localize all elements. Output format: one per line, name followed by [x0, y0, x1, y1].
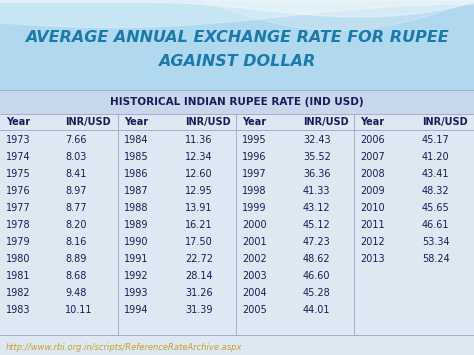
Text: 2007: 2007: [360, 152, 385, 162]
Text: 35.52: 35.52: [303, 152, 331, 162]
Text: 1986: 1986: [124, 169, 148, 179]
Text: 45.28: 45.28: [303, 288, 331, 298]
Text: 8.68: 8.68: [65, 271, 86, 281]
Text: AGAINST DOLLAR: AGAINST DOLLAR: [158, 55, 316, 70]
Text: 1998: 1998: [242, 186, 266, 196]
Text: Year: Year: [6, 117, 30, 127]
Text: 17.50: 17.50: [185, 237, 213, 247]
Text: HISTORICAL INDIAN RUPEE RATE (IND USD): HISTORICAL INDIAN RUPEE RATE (IND USD): [110, 97, 364, 107]
Text: 22.72: 22.72: [185, 254, 213, 264]
Text: 1973: 1973: [6, 135, 31, 145]
Text: 1997: 1997: [242, 169, 266, 179]
Text: 48.32: 48.32: [422, 186, 450, 196]
Text: 8.20: 8.20: [65, 220, 86, 230]
Text: 8.89: 8.89: [65, 254, 86, 264]
Text: 1984: 1984: [124, 135, 148, 145]
Text: 1995: 1995: [242, 135, 266, 145]
Text: 2008: 2008: [360, 169, 384, 179]
Text: Year: Year: [242, 117, 266, 127]
Text: 41.20: 41.20: [422, 152, 450, 162]
Text: 28.14: 28.14: [185, 271, 213, 281]
Text: 44.01: 44.01: [303, 305, 330, 315]
Text: 2002: 2002: [242, 254, 267, 264]
Text: INR/USD: INR/USD: [422, 117, 468, 127]
Text: 8.41: 8.41: [65, 169, 86, 179]
Text: 2004: 2004: [242, 288, 266, 298]
Text: 45.12: 45.12: [303, 220, 331, 230]
Text: 32.43: 32.43: [303, 135, 331, 145]
Text: 46.61: 46.61: [422, 220, 449, 230]
Text: 7.66: 7.66: [65, 135, 86, 145]
Text: INR/USD: INR/USD: [303, 117, 348, 127]
Text: 1994: 1994: [124, 305, 148, 315]
Text: Year: Year: [360, 117, 384, 127]
Text: 12.34: 12.34: [185, 152, 213, 162]
Text: INR/USD: INR/USD: [185, 117, 231, 127]
Text: 2012: 2012: [360, 237, 385, 247]
Text: http://www.rbi.org.in/scripts/ReferenceRateArchive.aspx: http://www.rbi.org.in/scripts/ReferenceR…: [6, 343, 243, 351]
Text: 9.48: 9.48: [65, 288, 86, 298]
Bar: [0, 90, 474, 355]
Text: 1990: 1990: [124, 237, 148, 247]
Text: 1979: 1979: [6, 237, 31, 247]
Text: 11.36: 11.36: [185, 135, 212, 145]
Text: 8.16: 8.16: [65, 237, 86, 247]
Text: 1975: 1975: [6, 169, 31, 179]
Text: 1999: 1999: [242, 203, 266, 213]
Bar: [0, 90, 474, 114]
Text: 10.11: 10.11: [65, 305, 92, 315]
Text: 1978: 1978: [6, 220, 31, 230]
Text: 43.12: 43.12: [303, 203, 331, 213]
Text: 8.97: 8.97: [65, 186, 86, 196]
Text: 58.24: 58.24: [422, 254, 450, 264]
Text: INR/USD: INR/USD: [65, 117, 110, 127]
Text: Year: Year: [124, 117, 148, 127]
Text: 1977: 1977: [6, 203, 31, 213]
Text: 43.41: 43.41: [422, 169, 449, 179]
Text: 1982: 1982: [6, 288, 31, 298]
Text: 2006: 2006: [360, 135, 384, 145]
Text: 1987: 1987: [124, 186, 149, 196]
Text: AVERAGE ANNUAL EXCHANGE RATE FOR RUPEE: AVERAGE ANNUAL EXCHANGE RATE FOR RUPEE: [25, 31, 449, 45]
Text: 1993: 1993: [124, 288, 148, 298]
Text: 45.65: 45.65: [422, 203, 450, 213]
Text: 1974: 1974: [6, 152, 31, 162]
Text: 46.60: 46.60: [303, 271, 330, 281]
Text: 2009: 2009: [360, 186, 384, 196]
Text: 1976: 1976: [6, 186, 31, 196]
Text: 31.39: 31.39: [185, 305, 212, 315]
Text: 1989: 1989: [124, 220, 148, 230]
Text: 1983: 1983: [6, 305, 30, 315]
Text: 1992: 1992: [124, 271, 149, 281]
Text: 2000: 2000: [242, 220, 266, 230]
Text: 2011: 2011: [360, 220, 384, 230]
Text: 12.95: 12.95: [185, 186, 213, 196]
Text: 53.34: 53.34: [422, 237, 450, 247]
Text: 2003: 2003: [242, 271, 266, 281]
Text: 45.17: 45.17: [422, 135, 450, 145]
Text: 1991: 1991: [124, 254, 148, 264]
Text: 16.21: 16.21: [185, 220, 213, 230]
Text: 1996: 1996: [242, 152, 266, 162]
Text: 2005: 2005: [242, 305, 267, 315]
Text: 1985: 1985: [124, 152, 149, 162]
Text: 1981: 1981: [6, 271, 30, 281]
Text: 31.26: 31.26: [185, 288, 213, 298]
Text: 2013: 2013: [360, 254, 384, 264]
Text: 12.60: 12.60: [185, 169, 213, 179]
Text: 48.62: 48.62: [303, 254, 331, 264]
Text: 41.33: 41.33: [303, 186, 330, 196]
Text: 2010: 2010: [360, 203, 384, 213]
Text: 36.36: 36.36: [303, 169, 330, 179]
Text: 47.23: 47.23: [303, 237, 331, 247]
Text: 1980: 1980: [6, 254, 30, 264]
Text: 13.91: 13.91: [185, 203, 212, 213]
Text: 8.77: 8.77: [65, 203, 87, 213]
Text: 1988: 1988: [124, 203, 148, 213]
Text: 8.03: 8.03: [65, 152, 86, 162]
Text: 2001: 2001: [242, 237, 266, 247]
